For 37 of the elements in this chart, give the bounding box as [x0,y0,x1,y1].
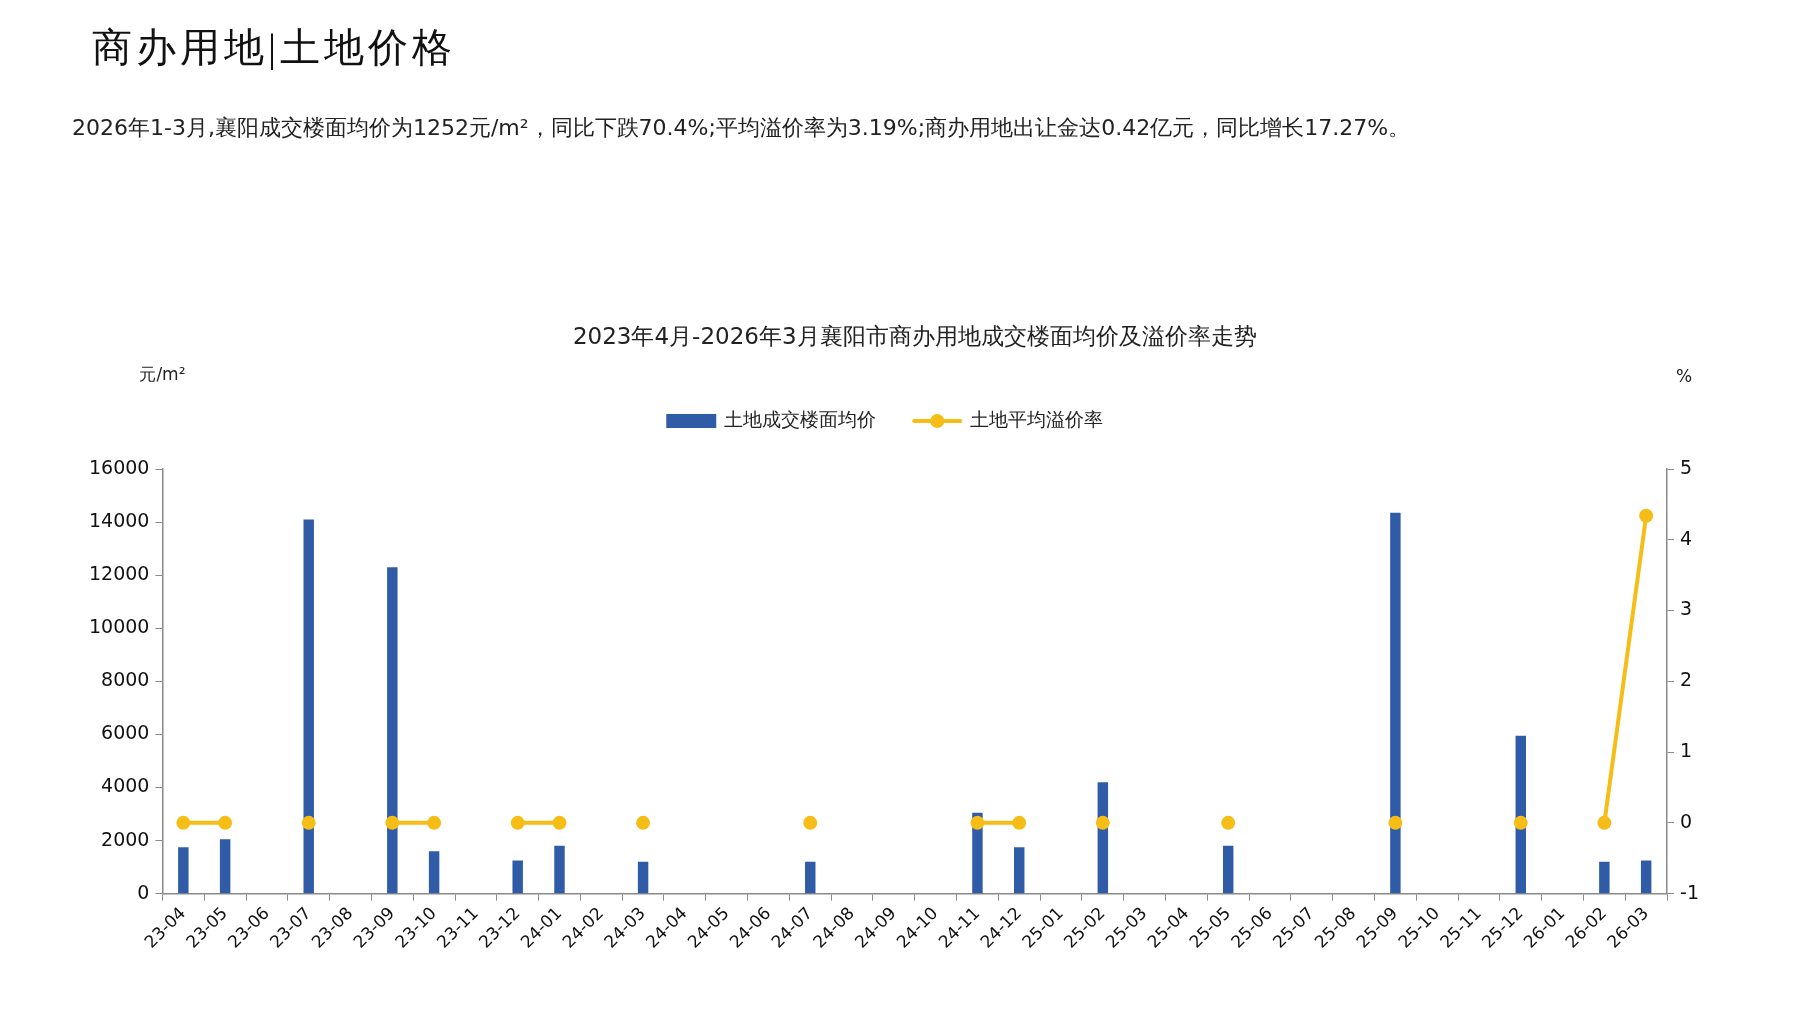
text: 商办用地|土地价格 [92,24,457,72]
y2-tick-label: 0 [1680,809,1693,832]
bar [512,860,523,894]
legend-label: 土地成交楼面均价 [724,407,877,430]
y2-tick-label: 3 [1680,597,1693,620]
bar [178,847,189,894]
bar [219,839,231,894]
bar [1640,860,1652,894]
y-tick-label: 2000 [101,827,150,850]
bar [1222,845,1234,894]
y-axis-title: 元/m² [139,364,186,385]
y-tick-label: 0 [137,880,150,903]
y2-tick-label: 4 [1680,526,1693,549]
y-tick-label: 6000 [101,721,150,744]
chart-title: 2023年4月-2026年3月襄阳市商办用地成交楼面均价及溢价率走势 [572,322,1257,349]
y2-axis-title: % [1675,366,1693,387]
y-tick-label: 14000 [88,509,150,532]
y2-tick-label: 5 [1680,455,1693,478]
bar [1599,861,1610,894]
y-tick-label: 10000 [88,615,150,638]
bar [637,861,649,894]
y2-tick-label: 2 [1680,668,1693,691]
bar [1390,512,1401,894]
y-tick-label: 16000 [88,455,150,478]
y2-tick-label: -1 [1680,880,1700,903]
bar [554,845,565,894]
text: 2026年1-3月,襄阳成交楼面均价为1252元/m²，同比下跌70.4%;平均溢价率为3.19%;商办用地出让金达0.42亿元，同比增长17.27%。 [72,114,1411,142]
y-tick-label: 8000 [101,668,150,691]
bar [387,567,398,894]
legend-label: 土地平均溢价率 [970,407,1104,430]
y2-tick-label: 1 [1680,739,1693,762]
y-tick-label: 4000 [101,774,150,797]
bar [428,851,440,894]
y-tick-label: 12000 [88,562,150,585]
bar [303,519,314,894]
bar [805,861,816,894]
bar [1014,847,1025,894]
